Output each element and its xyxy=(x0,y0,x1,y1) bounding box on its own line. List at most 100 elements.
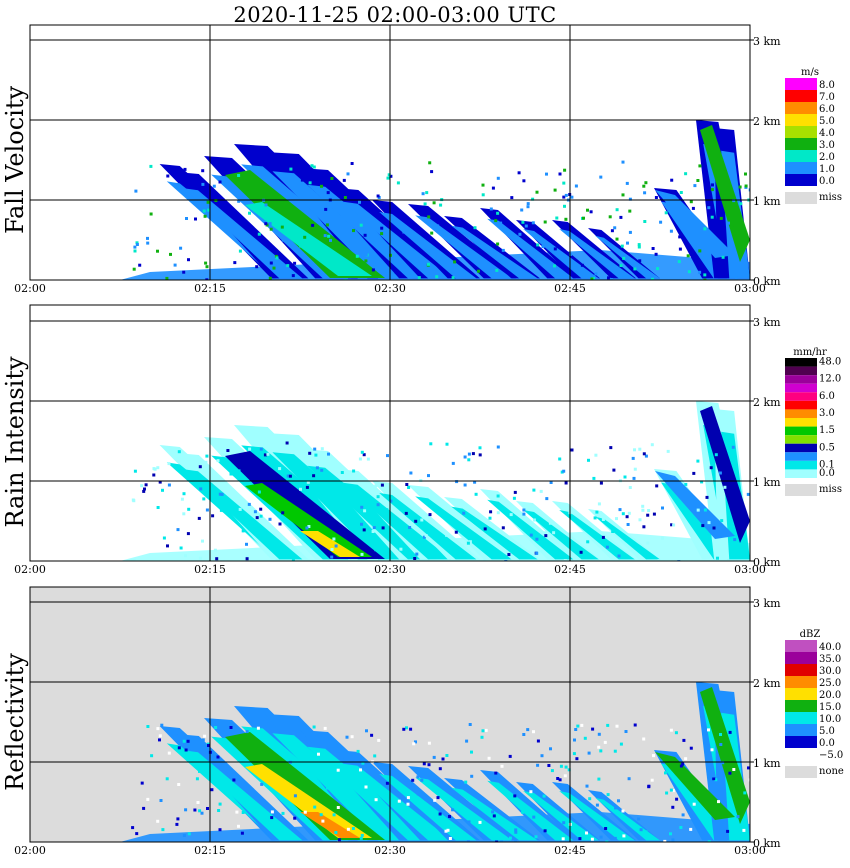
precip-pixel xyxy=(359,223,363,227)
precip-pixel xyxy=(421,192,425,196)
precip-pixel xyxy=(176,455,180,459)
precip-pixel xyxy=(376,495,380,499)
precip-pixel xyxy=(684,757,688,761)
precip-pixel xyxy=(161,828,165,832)
precip-pixel xyxy=(323,726,327,730)
precip-pixel xyxy=(363,509,367,513)
colorbar-label: 5.0 xyxy=(819,116,835,127)
precip-pixel xyxy=(167,751,171,755)
precip-pixel xyxy=(265,176,269,180)
precip-pixel xyxy=(165,777,169,781)
colorbar-swatch xyxy=(785,126,817,138)
precip-pixel xyxy=(420,778,424,782)
precip-pixel xyxy=(207,208,211,212)
precip-streak-core xyxy=(379,493,477,560)
precip-pixel xyxy=(671,789,675,793)
precip-pixel xyxy=(212,184,216,188)
precip-pixel xyxy=(371,530,375,533)
precip-pixel xyxy=(433,798,437,802)
precip-pixel xyxy=(470,750,473,754)
precip-pixel xyxy=(432,201,436,205)
precip-pixel xyxy=(679,826,683,829)
precip-pixel xyxy=(540,754,544,758)
precip-pixel xyxy=(293,816,297,820)
precip-pixel xyxy=(293,794,297,798)
precip-core xyxy=(245,202,372,276)
precip-pixel xyxy=(509,513,513,517)
precip-pixel xyxy=(569,252,573,256)
precip-pixel xyxy=(205,508,209,512)
precip-pixel xyxy=(626,241,629,245)
precip-pixel xyxy=(637,245,641,249)
precip-pixel xyxy=(441,757,445,761)
precip-pixel xyxy=(717,800,720,804)
precip-pixel xyxy=(609,446,613,450)
precip-pixel xyxy=(206,200,210,204)
colorbar-swatch xyxy=(785,736,817,748)
precip-pixel xyxy=(496,211,500,215)
precip-pixel xyxy=(514,828,518,832)
precip-pixel xyxy=(358,457,362,461)
precip-pixel xyxy=(376,194,380,198)
precip-pixel xyxy=(186,739,190,743)
precip-pixel xyxy=(532,488,536,492)
precip-pixel xyxy=(427,474,430,478)
precip-pixel xyxy=(664,771,667,775)
precip-pixel xyxy=(559,764,563,768)
colorbar-label: 12.0 xyxy=(819,374,841,385)
precip-pixel xyxy=(531,221,535,225)
precip-pixel xyxy=(183,167,187,171)
precip-core xyxy=(245,483,372,557)
precip-pixel xyxy=(162,536,166,540)
precip-pixel xyxy=(615,517,618,521)
precip-pixel xyxy=(718,471,722,475)
precip-pixel xyxy=(435,275,439,279)
precip-pixel xyxy=(506,504,510,508)
precip-pixel xyxy=(495,840,499,842)
precip-pixel xyxy=(146,236,149,240)
precip-pixel xyxy=(574,728,578,731)
precip-pixel xyxy=(325,223,329,227)
precip-pixel xyxy=(423,202,427,206)
precip-pixel xyxy=(607,276,610,280)
precip-pixel xyxy=(626,523,630,526)
precip-pixel xyxy=(623,475,627,479)
precip-pixel xyxy=(657,559,661,561)
height-tick-label: 0 km xyxy=(753,275,781,288)
precip-pixel xyxy=(526,205,530,209)
precip-pixel xyxy=(429,442,433,446)
colorbar-swatch xyxy=(785,375,817,384)
precip-pixel xyxy=(726,829,730,833)
precip-pixel xyxy=(337,838,341,842)
precip-pixel xyxy=(269,227,273,231)
precip-pixel xyxy=(666,449,670,453)
colorbar-swatch xyxy=(785,162,817,174)
colorbar-label: 5.0 xyxy=(819,726,835,737)
precip-pixel xyxy=(451,808,455,812)
precip-pixel xyxy=(711,183,714,187)
precip-pixel xyxy=(340,471,344,474)
colorbar-swatch xyxy=(785,443,817,453)
precip-pixel xyxy=(597,745,601,749)
precip-pixel xyxy=(585,831,588,835)
colorbar-swatch xyxy=(785,400,817,410)
precip-pixel xyxy=(696,179,700,182)
height-tick-label: 1 km xyxy=(753,757,781,770)
precip-streak-core xyxy=(595,797,660,841)
precip-pixel xyxy=(585,784,589,788)
precip-pixel xyxy=(198,465,202,469)
precip-pixel xyxy=(332,537,336,541)
colorbar-label: 8.0 xyxy=(819,80,835,91)
precip-pixel xyxy=(311,223,315,227)
precip-core xyxy=(225,451,385,559)
precip-pixel xyxy=(613,749,617,753)
precip-pixel xyxy=(701,524,705,528)
precip-pixel xyxy=(219,508,223,512)
precip-pixel xyxy=(320,447,324,451)
precip-pixel xyxy=(241,529,245,533)
precip-pixel xyxy=(427,741,431,745)
precip-pixel xyxy=(313,805,317,809)
precip-pixel xyxy=(501,248,505,252)
precip-pixel xyxy=(613,836,617,840)
precip-pixel xyxy=(417,276,421,280)
